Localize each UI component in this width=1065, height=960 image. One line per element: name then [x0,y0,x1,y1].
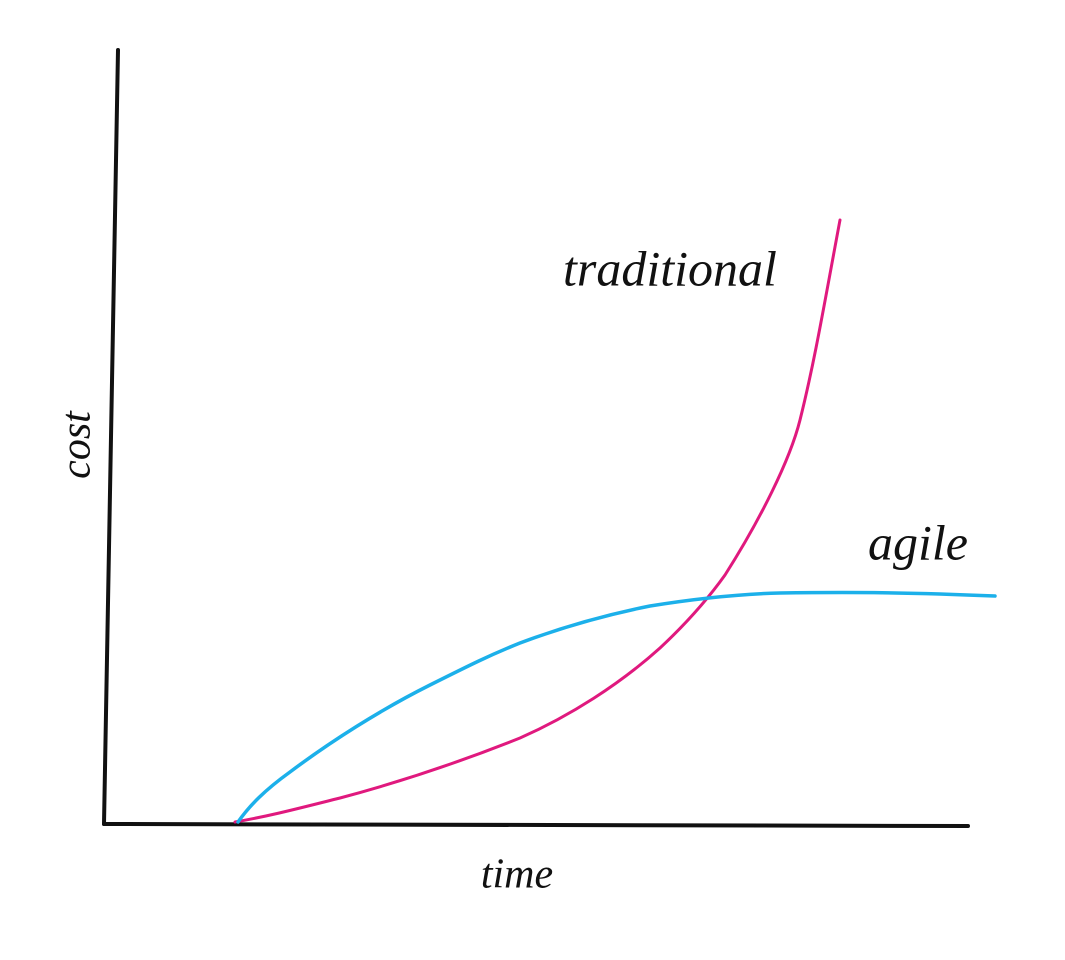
x-axis [102,822,970,828]
x-axis-label: time [481,852,553,898]
y-axis [102,48,120,826]
y-axis-label: cost [54,410,100,479]
traditional-curve [233,218,842,824]
curve-label: agile [868,514,968,570]
curve-label: traditional [563,240,777,296]
agile-curve [236,590,997,824]
